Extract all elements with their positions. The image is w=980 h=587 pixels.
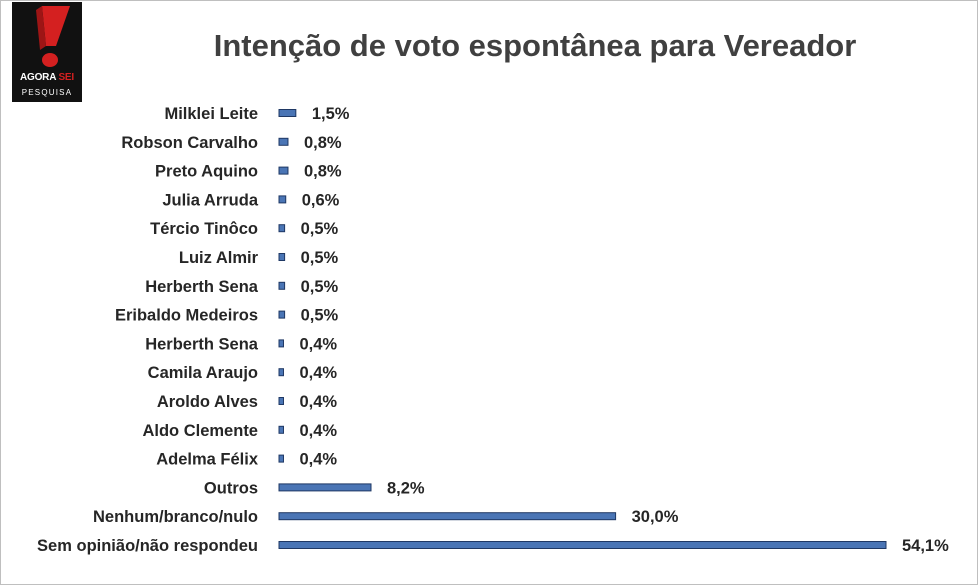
category-label: Adelma Félix <box>156 451 259 469</box>
logo-brand-sub: PESQUISA <box>21 88 73 97</box>
value-label: 0,5% <box>301 249 339 267</box>
bar <box>278 397 284 405</box>
agora-sei-logo: AGORA SEI PESQUISA <box>12 2 82 102</box>
category-label: Milklei Leite <box>164 105 258 123</box>
bar <box>278 137 289 146</box>
value-label: 0,4% <box>299 451 337 469</box>
bar <box>278 310 286 319</box>
bar <box>278 483 372 492</box>
bar <box>278 425 284 434</box>
bar <box>278 368 284 377</box>
bar <box>278 339 284 348</box>
bar <box>278 281 286 290</box>
value-label: 1,5% <box>312 105 350 123</box>
value-label: 54,1% <box>902 537 949 555</box>
category-label: Robson Carvalho <box>121 134 258 152</box>
logo-brand: AGORA SEI <box>12 72 82 83</box>
category-label: Sem opinião/não respondeu <box>37 537 258 555</box>
value-label: 0,4% <box>299 364 337 382</box>
value-label: 30,0% <box>632 508 679 526</box>
category-label: Herberth Sena <box>145 335 259 353</box>
chart-title: Intenção de voto espontânea para Vereado… <box>213 28 857 63</box>
category-label: Eribaldo Medeiros <box>115 307 258 325</box>
value-label: 0,6% <box>302 191 340 209</box>
bar <box>278 109 297 117</box>
category-label: Julia Arruda <box>162 191 258 209</box>
category-label: Herberth Sena <box>145 278 259 296</box>
value-label: 8,2% <box>387 479 425 497</box>
category-label: Nenhum/branco/nulo <box>93 508 258 526</box>
value-label: 0,5% <box>301 307 339 325</box>
bar <box>278 454 284 463</box>
value-label: 0,5% <box>301 220 339 238</box>
value-label: 0,4% <box>299 422 337 440</box>
value-label: 0,5% <box>301 278 339 296</box>
bar <box>278 512 617 521</box>
bar <box>278 541 887 549</box>
category-label: Preto Aquino <box>155 163 258 181</box>
category-label: Luiz Almir <box>179 249 259 267</box>
bar <box>278 253 286 261</box>
bar <box>278 224 286 233</box>
category-label: Aroldo Alves <box>157 393 258 411</box>
value-label: 0,4% <box>299 335 337 353</box>
value-label: 0,8% <box>304 134 342 152</box>
category-label: Outros <box>204 479 258 497</box>
bar <box>278 195 287 204</box>
bar <box>278 166 289 175</box>
logo-brand-accent: SEI <box>58 72 74 83</box>
logo-brand-main: AGORA <box>20 72 56 83</box>
category-label: Tércio Tinôco <box>150 220 258 238</box>
exclamation-logo-icon <box>36 6 70 67</box>
category-label: Aldo Clemente <box>142 422 258 440</box>
category-label: Camila Araujo <box>148 364 258 382</box>
value-label: 0,4% <box>299 393 337 411</box>
value-label: 0,8% <box>304 163 342 181</box>
